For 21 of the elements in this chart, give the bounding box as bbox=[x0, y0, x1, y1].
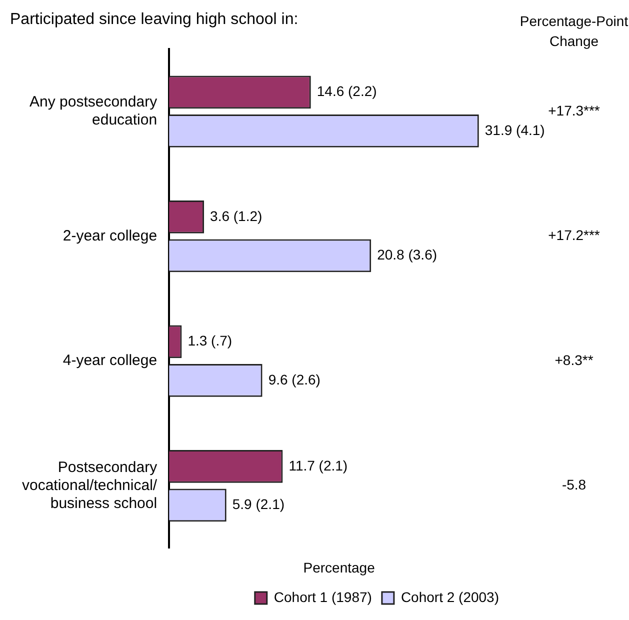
data-label: 5.9 (2.1) bbox=[232, 496, 285, 512]
data-label: 3.6 (1.2) bbox=[210, 208, 262, 224]
text: Percentage-Point Change bbox=[520, 12, 628, 49]
data-label: 14.6 (2.2) bbox=[316, 83, 377, 100]
text: -5.8 bbox=[562, 476, 586, 493]
data-label: 1.3 (.7) bbox=[188, 332, 232, 349]
y-tick-label: Postsecondary vocational/technical/ business school bbox=[22, 458, 158, 512]
data-label: 31.9 (4.1) bbox=[484, 122, 545, 138]
text: +17.2*** bbox=[548, 227, 600, 244]
chart-title: Participated since leaving high school in: bbox=[10, 11, 298, 28]
y-tick-label: 4-year college bbox=[62, 352, 158, 370]
data-label: 9.6 (2.6) bbox=[268, 371, 320, 388]
x-axis-title: Percentage bbox=[303, 559, 376, 576]
text: +8.3** bbox=[554, 352, 594, 368]
y-tick-label: 2-year college bbox=[62, 227, 158, 244]
y-tick-label: Any postsecondary education bbox=[30, 94, 158, 129]
legend-label: Cohort 2 (2003) bbox=[400, 588, 500, 605]
text: +17.3*** bbox=[548, 102, 600, 118]
data-label: 11.7 (2.1) bbox=[288, 457, 348, 474]
data-label: 20.8 (3.6) bbox=[377, 246, 438, 263]
legend-label: Cohort 1 (1987) bbox=[274, 588, 372, 605]
